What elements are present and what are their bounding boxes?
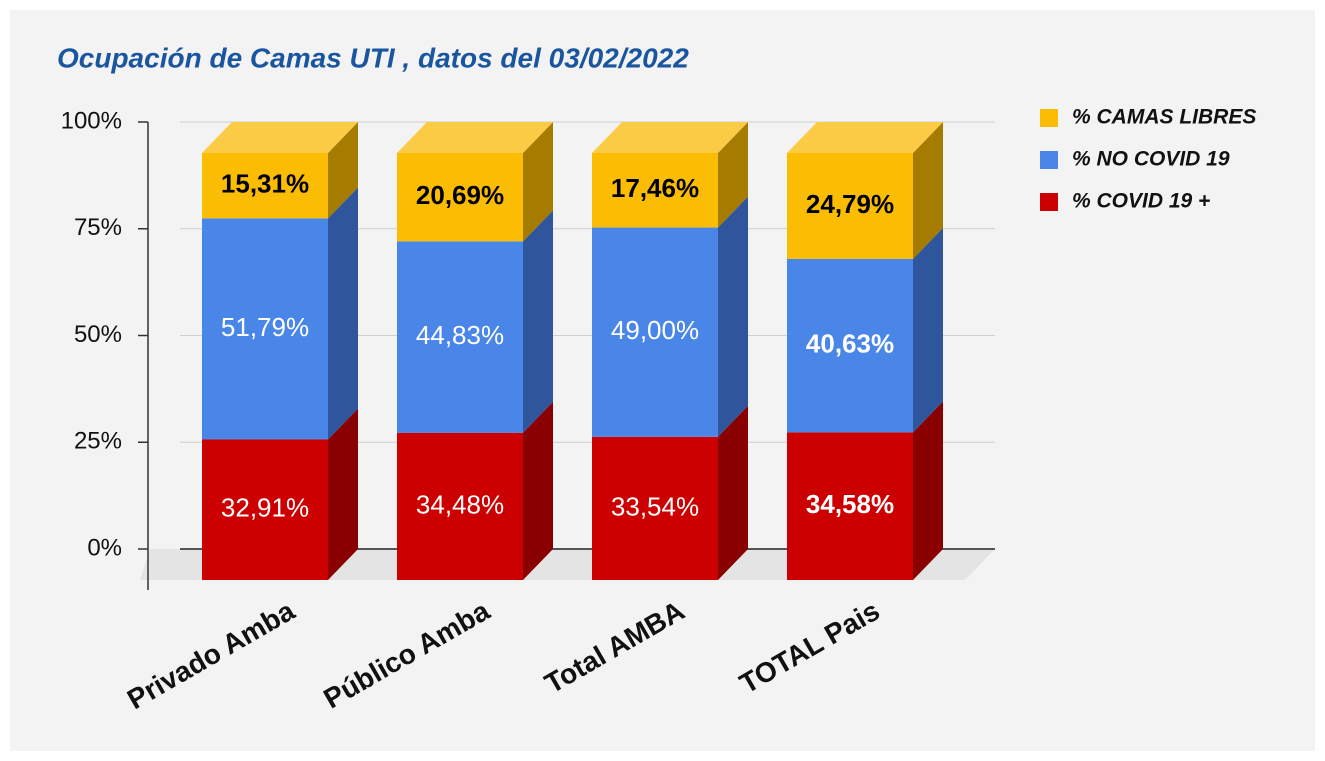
- bar-top: [202, 121, 358, 153]
- bar: [592, 153, 718, 228]
- bar-top: [787, 122, 943, 153]
- value-label: 17,46%: [611, 173, 699, 203]
- bar: [787, 432, 913, 580]
- y-tick-label: 100%: [61, 107, 122, 134]
- bar-side: [718, 122, 748, 228]
- bar-side: [328, 187, 358, 440]
- legend-swatch: [1040, 109, 1058, 127]
- value-label: 20,69%: [416, 180, 504, 210]
- bar-top: [397, 122, 553, 153]
- legend-label: % COVID 19 +: [1072, 190, 1210, 213]
- y-tick-label: 75%: [74, 214, 122, 241]
- y-tick-label: 50%: [74, 321, 122, 348]
- legend-label: % NO COVID 19: [1072, 148, 1230, 171]
- bar-side: [913, 227, 943, 433]
- bar: [787, 153, 913, 259]
- bar-side: [523, 401, 553, 580]
- bar-side: [328, 408, 358, 580]
- value-label: 15,31%: [221, 169, 309, 199]
- bar: [397, 153, 523, 242]
- y-tick-label: 0%: [87, 534, 122, 561]
- value-label: 33,54%: [611, 491, 699, 521]
- value-label: 40,63%: [806, 328, 894, 358]
- value-label: 32,91%: [221, 493, 309, 523]
- chart-title: Ocupación de Camas UTI , datos del 03/02…: [57, 42, 689, 73]
- bar-side: [718, 405, 748, 580]
- bar: [202, 218, 328, 440]
- bar-side: [523, 210, 553, 433]
- legend-label: % CAMAS LIBRES: [1072, 106, 1256, 129]
- floor: [140, 549, 995, 580]
- bar: [592, 227, 718, 437]
- bar-side: [913, 401, 943, 580]
- bar-side: [523, 122, 553, 242]
- bar: [592, 436, 718, 580]
- bar: [202, 439, 328, 580]
- bar: [397, 241, 523, 433]
- bar-side: [328, 121, 358, 219]
- bar: [202, 152, 328, 219]
- value-label: 49,00%: [611, 315, 699, 345]
- legend-swatch: [1040, 151, 1058, 169]
- value-label: 44,83%: [416, 320, 504, 350]
- value-label: 24,79%: [806, 189, 894, 219]
- bar: [397, 432, 523, 580]
- legend-swatch: [1040, 193, 1058, 211]
- bar-side: [913, 122, 943, 259]
- bar: [787, 258, 913, 433]
- bar-top: [592, 122, 748, 153]
- value-label: 51,79%: [221, 312, 309, 342]
- y-tick-label: 25%: [74, 428, 122, 455]
- value-label: 34,58%: [806, 489, 894, 519]
- value-label: 34,48%: [416, 489, 504, 519]
- bar-side: [718, 196, 748, 437]
